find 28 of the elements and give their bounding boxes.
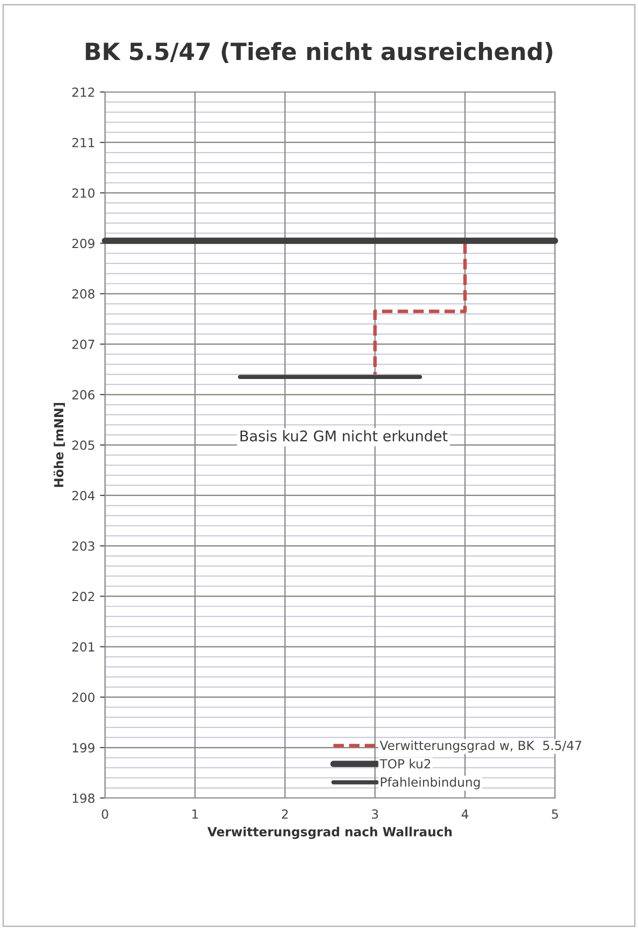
y-tick-label: 203 [72, 541, 94, 551]
y-tick-label: 198 [72, 793, 94, 803]
legend-label: Pfahleinbindung [380, 777, 480, 790]
y-tick-label: 202 [72, 592, 94, 602]
y-tick-label: 204 [72, 490, 95, 500]
x-tick-label: 2 [282, 809, 288, 819]
y-axis-title: Höhe [mNN] [54, 403, 65, 487]
legend-label: TOP ku2 [380, 758, 430, 768]
annotation: Basis ku2 GM nicht erkundet [240, 430, 448, 442]
y-tick-label: 210 [72, 188, 94, 198]
y-tick-label: 205 [72, 440, 94, 450]
x-axis-title: Verwitterungsgrad nach Wallrauch [207, 826, 452, 839]
y-tick-label: 199 [72, 743, 94, 752]
x-tick-label: 3 [372, 809, 378, 819]
y-tick-label: 212 [72, 87, 94, 97]
x-tick-label: 5 [552, 809, 558, 819]
x-tick-label: 4 [462, 809, 468, 819]
y-tick-label: 206 [72, 390, 94, 400]
y-tick-label: 211 [72, 138, 94, 148]
y-tick-label: 207 [72, 340, 94, 350]
x-tick-label: 0 [102, 809, 108, 819]
y-tick-label: 201 [72, 642, 94, 652]
y-tick-label: 200 [72, 692, 94, 702]
y-tick-label: 209 [72, 238, 94, 248]
chart-title: BK 5.5/47 (Tiefe nicht ausreichend) [86, 42, 552, 64]
y-tick-label: 208 [72, 289, 94, 299]
legend-label: Verwitterungsgrad w, BK 5.5/47 [380, 740, 582, 753]
x-tick-label: 1 [192, 809, 198, 819]
